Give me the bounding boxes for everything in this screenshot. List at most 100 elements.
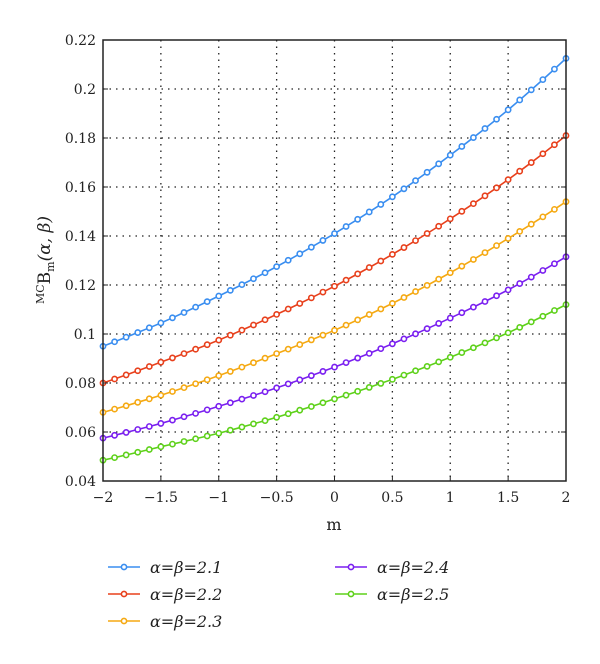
data-point xyxy=(111,338,118,346)
data-point xyxy=(469,256,477,263)
y-tick-label: 0.1 xyxy=(74,327,96,343)
x-tick-label: 1.5 xyxy=(497,490,519,506)
data-point xyxy=(284,345,292,353)
data-point xyxy=(551,205,558,213)
data-point xyxy=(226,426,234,434)
data-point xyxy=(134,329,142,336)
data-point xyxy=(539,150,547,158)
data-point xyxy=(481,249,489,257)
data-point xyxy=(354,270,362,278)
data-point xyxy=(435,320,443,327)
data-point xyxy=(354,354,362,362)
data-point xyxy=(446,151,454,159)
data-point xyxy=(319,399,327,407)
data-point xyxy=(516,167,524,175)
data-point xyxy=(203,376,211,384)
data-point xyxy=(111,431,118,439)
data-point xyxy=(169,416,176,424)
y-axis-label: MCBm(α, β) xyxy=(34,216,57,304)
data-point xyxy=(180,413,188,421)
data-point xyxy=(365,350,373,357)
data-point xyxy=(192,303,199,311)
data-point xyxy=(412,237,419,245)
data-point xyxy=(331,363,338,371)
data-point xyxy=(122,402,130,410)
data-point xyxy=(527,220,535,228)
data-point xyxy=(226,331,234,339)
data-point xyxy=(296,250,304,258)
legend-marker xyxy=(120,617,128,625)
data-point xyxy=(250,359,257,367)
x-tick-label: 0 xyxy=(330,490,339,506)
data-point xyxy=(342,321,350,329)
data-point xyxy=(365,264,373,271)
data-point xyxy=(203,341,211,349)
data-point xyxy=(469,303,477,311)
data-point xyxy=(215,402,223,410)
series-3 xyxy=(99,198,570,416)
data-point xyxy=(493,115,500,123)
data-point xyxy=(111,454,118,461)
data-point xyxy=(469,134,477,141)
data-point xyxy=(145,395,153,403)
data-point xyxy=(157,391,165,399)
data-point xyxy=(261,417,269,425)
data-point xyxy=(423,168,431,176)
x-tick-label: −1 xyxy=(208,490,229,506)
data-point xyxy=(157,319,165,327)
data-point xyxy=(134,367,142,375)
data-point xyxy=(551,307,558,314)
data-point xyxy=(400,335,408,343)
data-point xyxy=(377,380,385,387)
legend: α=β=2.1 α=β=2.2 α=β=2.3 α=β=2.4 α=β=2.5 xyxy=(108,558,449,631)
y-tick-label: 0.14 xyxy=(65,229,96,245)
data-point xyxy=(250,321,257,329)
series-4 xyxy=(99,253,570,442)
data-point xyxy=(203,406,211,414)
data-point xyxy=(215,429,223,437)
data-point xyxy=(435,358,443,366)
x-tick-label: 2 xyxy=(562,490,571,506)
data-point xyxy=(261,388,269,396)
data-point xyxy=(215,336,223,344)
data-point xyxy=(261,269,269,277)
data-point xyxy=(458,349,466,356)
data-point xyxy=(377,345,385,353)
data-point xyxy=(493,242,500,250)
data-point xyxy=(145,324,153,332)
legend-marker xyxy=(120,590,128,598)
data-point xyxy=(504,176,512,184)
legend-label: α=β=2.3 xyxy=(150,612,222,631)
data-point xyxy=(423,281,431,289)
data-point xyxy=(238,326,246,334)
data-point xyxy=(435,160,443,168)
data-point xyxy=(504,106,512,114)
data-point xyxy=(307,294,315,302)
data-point xyxy=(157,420,165,427)
data-point xyxy=(493,334,500,342)
y-label-sup: MC xyxy=(34,284,47,304)
series-1 xyxy=(99,54,570,350)
legend-item: α=β=2.2 xyxy=(108,585,222,604)
data-point xyxy=(134,398,142,406)
data-point xyxy=(365,311,373,318)
data-point xyxy=(319,288,327,296)
data-point xyxy=(192,380,199,388)
data-point xyxy=(180,384,188,392)
legend-label: α=β=2.2 xyxy=(150,585,222,604)
data-point xyxy=(238,395,246,403)
data-point xyxy=(423,362,431,370)
data-point xyxy=(493,292,500,300)
data-point xyxy=(319,368,327,375)
data-point xyxy=(284,256,292,264)
y-tick-label: 0.04 xyxy=(65,474,96,490)
legend-label: α=β=2.4 xyxy=(377,558,449,577)
series-line xyxy=(102,57,567,347)
data-point xyxy=(203,298,211,306)
data-point xyxy=(388,375,396,383)
data-point xyxy=(284,410,292,418)
ticks: −2 −1.5 −1 −0.5 0 0.5 1 1.5 2 0.04 0.06 0.08 0.1 0.12… xyxy=(65,33,571,506)
data-point xyxy=(192,409,199,417)
data-point xyxy=(145,446,153,453)
data-point xyxy=(481,192,489,200)
